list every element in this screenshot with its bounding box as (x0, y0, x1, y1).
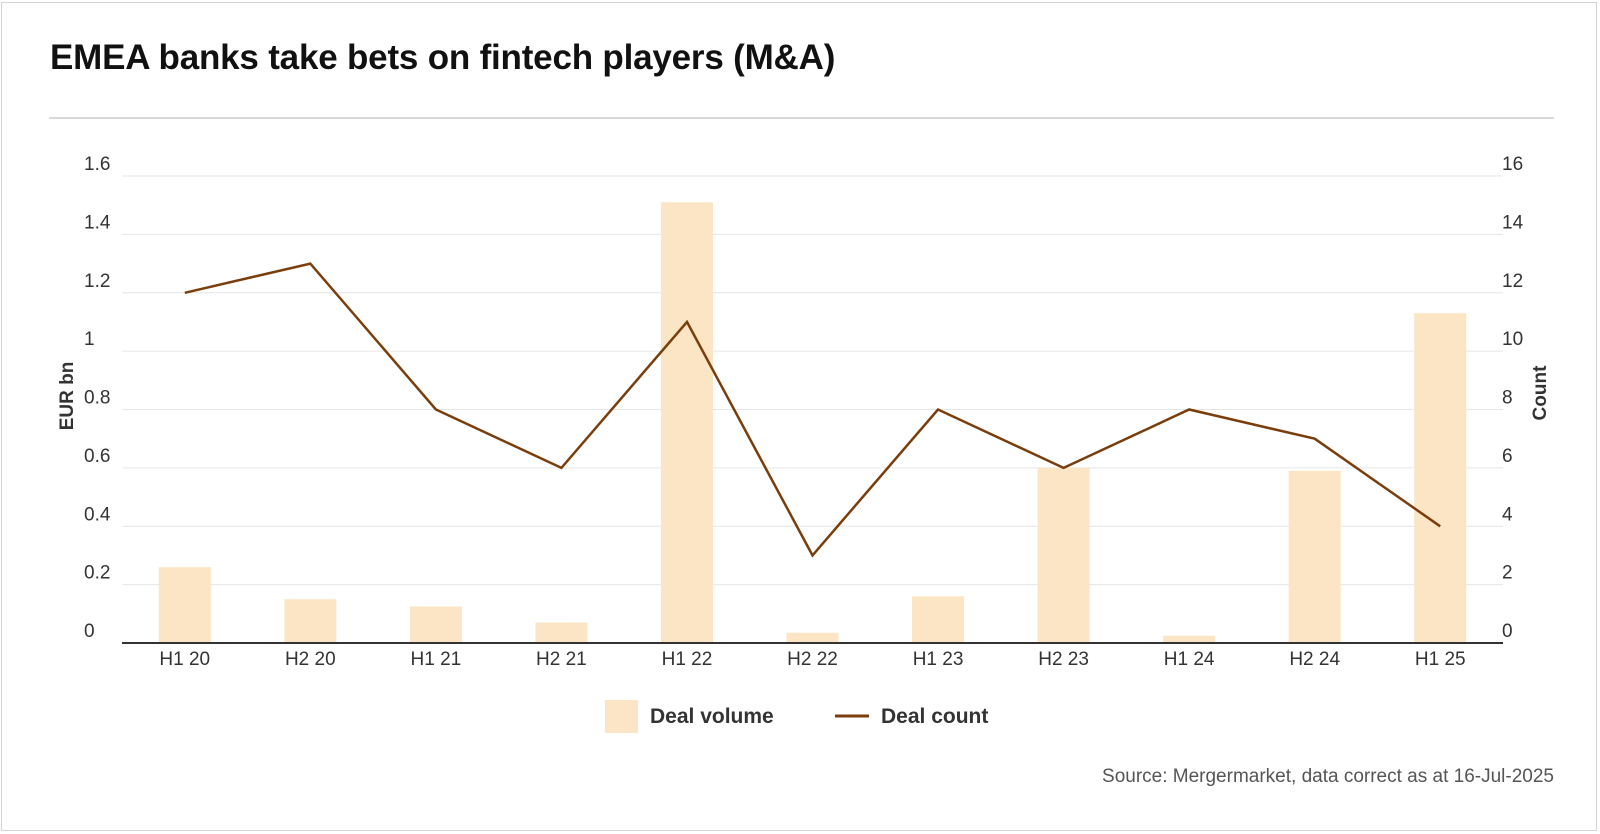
x-tick-label: H2 21 (536, 649, 587, 670)
deal-volume-bar (158, 567, 211, 643)
x-tick-label: H1 24 (1164, 649, 1215, 670)
legend-deal-count-label: Deal count (881, 705, 988, 728)
left-tick-label: 0 (84, 621, 95, 642)
left-tick-label: 1 (84, 329, 95, 350)
deal-volume-bar (660, 202, 713, 644)
x-tick-label: H1 25 (1415, 649, 1466, 670)
right-tick-label: 16 (1502, 154, 1523, 175)
x-tick-label: H2 20 (285, 649, 336, 670)
legend-deal-volume-swatch (605, 700, 638, 733)
right-tick-label: 12 (1502, 271, 1523, 292)
source-note: Source: Mergermarket, data correct as at… (1102, 766, 1554, 787)
left-axis-ticks: 0 0.2 0.4 0.6 0.8 1 1.2 1.4 1.6 (84, 154, 111, 642)
x-tick-label: H2 24 (1289, 649, 1340, 670)
left-tick-label: 0.2 (84, 563, 110, 584)
deal-volume-bar (284, 599, 337, 643)
left-tick-label: 1.2 (84, 271, 110, 292)
x-tick-label: H2 22 (787, 649, 838, 670)
title-divider (49, 117, 1554, 119)
deal-volume-bar (1288, 470, 1341, 643)
legend-deal-volume-label: Deal volume (650, 705, 774, 728)
right-tick-label: 14 (1502, 212, 1524, 233)
left-axis-label: EUR bn (57, 362, 78, 431)
right-tick-label: 10 (1502, 329, 1523, 350)
right-axis-ticks: 0 2 4 6 8 10 12 14 16 (1502, 154, 1524, 642)
deal-volume-bar (535, 622, 588, 643)
left-tick-label: 1.6 (84, 154, 110, 175)
chart-title: EMEA banks take bets on fintech players … (50, 38, 836, 77)
right-tick-label: 8 (1502, 388, 1513, 409)
x-tick-label: H1 23 (913, 649, 964, 670)
right-tick-label: 4 (1502, 504, 1513, 525)
deal-volume-bars (158, 202, 1467, 644)
right-axis-label: Count (1530, 365, 1551, 421)
x-tick-label: H2 23 (1038, 649, 1089, 670)
legend: Deal volume Deal count (605, 700, 988, 733)
deal-volume-bar (1414, 313, 1467, 643)
left-tick-label: 0.4 (84, 504, 111, 525)
deal-count-line (184, 262, 1441, 558)
right-tick-label: 6 (1502, 446, 1513, 467)
x-tick-label: H1 20 (159, 649, 210, 670)
left-tick-label: 0.8 (84, 388, 110, 409)
left-tick-label: 0.6 (84, 446, 110, 467)
deal-count-series-line (184, 262, 1441, 558)
x-tick-label: H1 22 (662, 649, 713, 670)
right-tick-label: 2 (1502, 563, 1513, 584)
right-tick-label: 0 (1502, 621, 1513, 642)
deal-volume-bar (1163, 635, 1216, 643)
deal-volume-bar (912, 596, 965, 643)
left-tick-label: 1.4 (84, 212, 111, 233)
deal-volume-bar (409, 606, 462, 643)
gridlines (122, 175, 1503, 586)
deal-volume-bar (1037, 467, 1090, 643)
x-tick-label: H1 21 (411, 649, 462, 670)
deal-volume-bar (786, 632, 839, 643)
x-axis-ticks: H1 20 H2 20 H1 21 H2 21 H1 22 H2 22 H1 23 H2 23… (159, 649, 1465, 670)
